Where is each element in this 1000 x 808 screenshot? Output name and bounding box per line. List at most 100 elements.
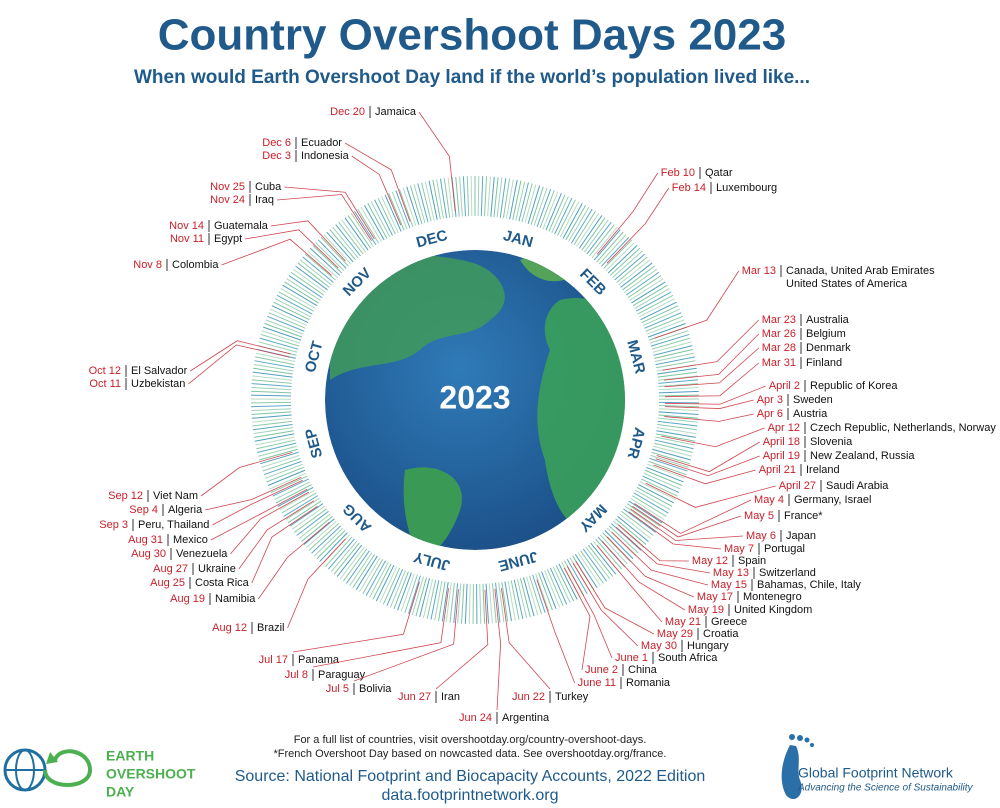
leader-line <box>664 385 766 405</box>
ring-tick <box>658 379 699 384</box>
ring-tick <box>313 527 344 557</box>
overshoot-date: April 21 <box>759 464 796 476</box>
ring-tick <box>624 268 658 293</box>
ring-tick <box>578 215 603 249</box>
ring-tick <box>265 319 304 335</box>
ring-tick <box>552 566 571 603</box>
ring-tick <box>485 583 489 624</box>
overshoot-date: Sep 12 <box>108 490 143 502</box>
ring-tick <box>640 301 677 321</box>
ring-tick <box>449 582 455 623</box>
ring-tick <box>625 271 660 296</box>
ring-tick <box>493 177 499 218</box>
ring-tick <box>545 193 562 231</box>
overshoot-date: Jul 8 <box>285 669 308 681</box>
leader-line <box>615 526 710 574</box>
country-name: Indonesia <box>301 150 350 162</box>
country-name: Denmark <box>806 342 851 354</box>
ring-tick <box>655 436 695 446</box>
ring-tick <box>633 492 669 514</box>
ring-tick <box>539 190 555 229</box>
ring-tick <box>252 420 293 427</box>
ring-tick <box>306 520 337 548</box>
ring-tick <box>557 199 576 236</box>
country-name: Peru, Thailand <box>138 519 209 531</box>
ring-tick <box>499 178 507 218</box>
overshoot-date: Mar 28 <box>762 342 796 354</box>
overshoot-date: April 18 <box>763 436 800 448</box>
overshoot-date: Dec 20 <box>330 106 365 118</box>
leader-line <box>656 441 760 473</box>
ring-tick <box>590 542 617 575</box>
ring-tick <box>620 262 653 288</box>
country-name: Iraq <box>255 194 274 206</box>
ring-tick <box>650 333 690 347</box>
ring-tick <box>639 481 676 500</box>
ring-tick <box>413 184 426 224</box>
ring-tick <box>570 208 593 244</box>
leader-line <box>664 362 760 398</box>
ring-tick <box>398 188 414 227</box>
ring-tick <box>286 278 321 301</box>
overshoot-date: May 19 <box>688 604 724 616</box>
ring-tick <box>470 176 473 217</box>
country-name: Hungary <box>687 640 729 652</box>
ring-tick <box>498 582 505 623</box>
country-name: Algeria <box>168 504 203 516</box>
ring-tick <box>559 201 580 238</box>
overshoot-date: Aug 27 <box>153 563 188 575</box>
eod-logo: EARTH OVERSHOOT DAY <box>3 748 196 800</box>
leader-line <box>230 491 310 555</box>
ring-tick <box>482 583 486 624</box>
ring-tick <box>510 580 520 620</box>
ring-tick <box>391 191 408 230</box>
country-name: Guatemala <box>214 220 269 232</box>
ring-tick <box>541 571 557 610</box>
ring-tick <box>637 294 674 315</box>
country-name: Australia <box>806 314 850 326</box>
ring-tick <box>415 577 427 617</box>
ring-tick <box>630 497 665 521</box>
ring-tick <box>652 341 692 353</box>
eod-text: DAY <box>106 784 135 800</box>
ring-tick <box>603 239 633 269</box>
ring-tick <box>532 574 546 613</box>
leader-line <box>188 344 290 385</box>
ring-tick <box>527 185 541 224</box>
ring-tick <box>255 352 296 362</box>
overshoot-date: Jun 24 <box>459 712 492 724</box>
ring-tick <box>362 558 384 595</box>
ring-tick <box>264 323 303 338</box>
ring-tick <box>298 513 331 539</box>
ring-tick <box>307 250 338 279</box>
ring-tick <box>490 176 495 217</box>
ring-tick <box>251 408 292 412</box>
ring-tick <box>389 570 406 608</box>
overshoot-date: Nov 8 <box>133 259 162 271</box>
ring-tick <box>574 553 598 589</box>
ring-tick <box>631 281 666 304</box>
leader-line <box>661 427 765 448</box>
ring-tick <box>548 194 566 232</box>
ring-tick <box>284 281 319 304</box>
leader-line <box>258 521 330 600</box>
ring-tick <box>308 523 339 551</box>
leader-line <box>251 505 318 584</box>
ring-tick <box>259 337 299 350</box>
title: Country Overshoot Days 2023 <box>158 11 786 60</box>
ring-tick <box>346 550 370 584</box>
ring-tick <box>272 478 309 497</box>
leader-line <box>501 588 551 690</box>
ring-tick <box>529 575 542 615</box>
ring-tick <box>459 176 463 217</box>
gfn-tagline: Advancing the Science of Sustainability <box>797 783 974 794</box>
leader-line <box>645 482 776 508</box>
ring-tick <box>654 352 695 362</box>
ring-tick <box>349 552 373 586</box>
ring-tick <box>382 567 401 605</box>
ring-tick <box>658 390 699 394</box>
ring-tick <box>301 515 333 542</box>
ring-tick <box>255 356 295 366</box>
leader-line <box>284 186 375 240</box>
ring-tick <box>644 469 683 486</box>
